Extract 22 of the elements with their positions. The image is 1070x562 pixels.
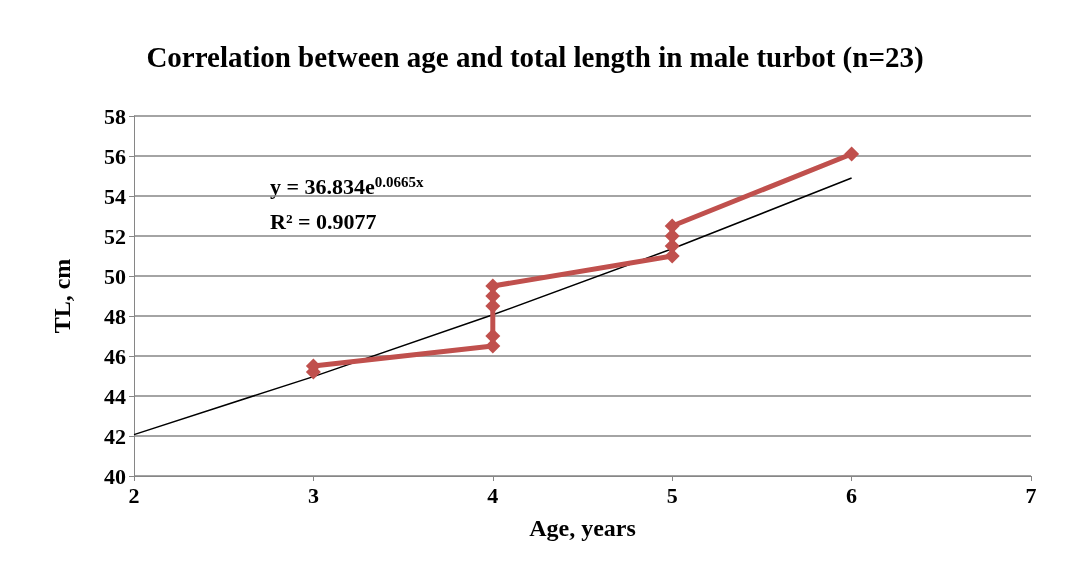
y-tick-label: 44 xyxy=(104,383,126,409)
annotation: R² = 0.9077 xyxy=(270,208,377,234)
x-tick-label: 2 xyxy=(128,482,140,508)
line-series xyxy=(133,177,853,436)
y-tick-label: 40 xyxy=(104,463,126,489)
x-axis-title: Age, years xyxy=(529,515,636,541)
y-tick-label: 52 xyxy=(104,223,126,249)
y-tick-label: 50 xyxy=(104,263,126,289)
x-tick-label: 7 xyxy=(1025,482,1037,508)
point xyxy=(844,146,860,162)
y-tick-label: 58 xyxy=(104,103,126,129)
chart-title: Correlation between age and total length in male turbot (n=23) xyxy=(146,41,924,74)
y-tick-label: 48 xyxy=(104,303,126,329)
x-tick-label: 4 xyxy=(487,482,499,508)
y-tick-label: 46 xyxy=(104,343,126,369)
y-tick-label: 56 xyxy=(104,143,126,169)
x-tick-label: 6 xyxy=(846,482,858,508)
x-tick-label: 5 xyxy=(666,482,678,508)
x-tick-label: 3 xyxy=(307,482,319,508)
y-axis-title: TL, cm xyxy=(49,258,75,334)
y-tick-label: 54 xyxy=(104,183,126,209)
y-tick-label: 42 xyxy=(104,423,126,449)
